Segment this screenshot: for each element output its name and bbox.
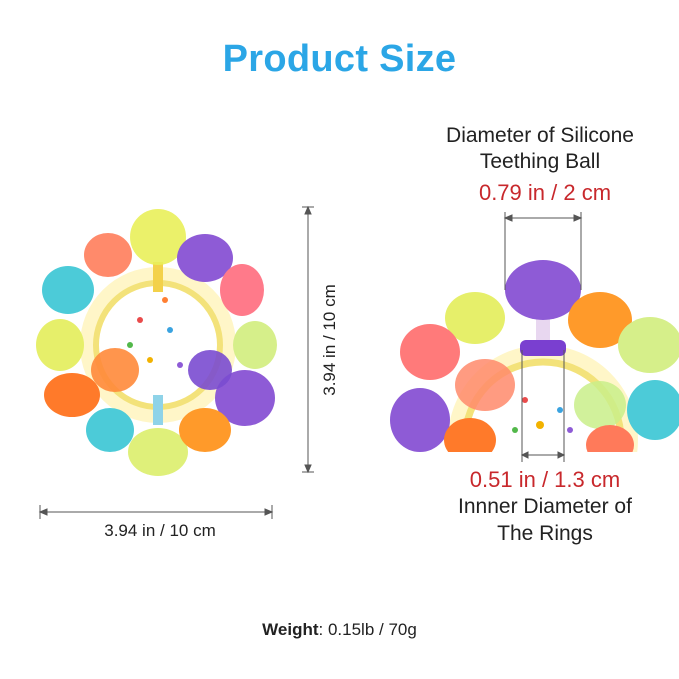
- silicone-ball-diameter-line: [503, 212, 583, 290]
- weight-label: Weight: [262, 620, 319, 639]
- silicone-ball-label-line1: Diameter of Silicone: [446, 124, 634, 147]
- teething-ball-image-right: [390, 260, 679, 452]
- page-title: Product Size: [222, 38, 457, 80]
- teething-ball-image-left: [36, 209, 277, 476]
- weight-info: Weight: 0.15lb / 70g: [0, 620, 679, 640]
- ring-inner-diameter-value: 0.51 in / 1.3 cm: [469, 467, 621, 492]
- width-dimension-line: [38, 505, 274, 519]
- silicone-ball-label-line2: Teething Ball: [479, 150, 601, 173]
- width-label: 3.94 in / 10 cm: [104, 521, 216, 540]
- ring-label-line2: The Rings: [497, 522, 593, 545]
- height-label: 3.94 in / 10 cm: [320, 284, 339, 396]
- ring-label-line1: Innner Diameter of: [458, 495, 632, 518]
- ring-inner-diameter-line: [520, 350, 566, 462]
- silicone-ball-diameter-value: 0.79 in / 2 cm: [478, 180, 612, 205]
- height-dimension-line: [302, 205, 314, 474]
- weight-value: : 0.15lb / 70g: [318, 620, 417, 639]
